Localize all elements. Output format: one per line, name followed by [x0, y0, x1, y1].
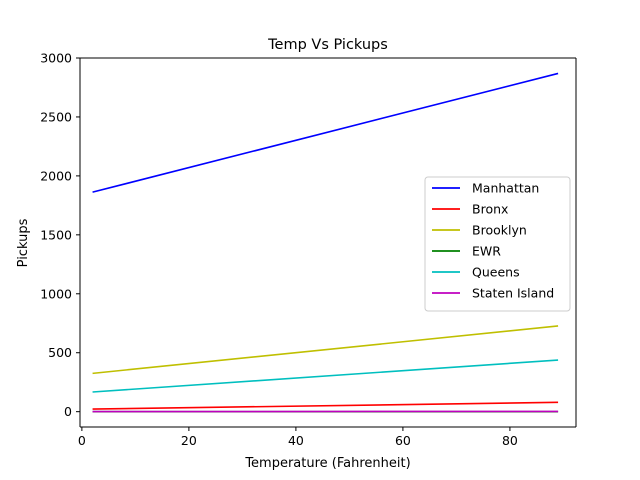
x-tick-label: 20 [181, 433, 197, 448]
x-tick-label: 0 [78, 433, 86, 448]
series-lines [92, 72, 559, 413]
y-tick-label: 0 [64, 404, 72, 419]
series-line-queens [92, 359, 559, 393]
legend: Manhattan Bronx Brooklyn EWR Queens Staten Is… [424, 176, 571, 312]
series-line-bronx [92, 401, 559, 410]
legend-label-bronx: Bronx [472, 202, 508, 217]
legend-label-brooklyn: Brooklyn [472, 223, 527, 238]
ticks: 0 20 40 60 80 0 500 1000 1500 2000 2500 3000 [40, 51, 518, 449]
legend-label-ewr: EWR [472, 244, 501, 259]
series-line-brooklyn [92, 325, 559, 375]
legend-box [424, 176, 571, 312]
x-tick-label: 60 [395, 433, 411, 448]
series-line-manhattan [92, 72, 559, 193]
chart-title: Temp Vs Pickups [267, 37, 388, 53]
x-axis-label: Temperature (Fahrenheit) [244, 456, 410, 471]
y-tick-label: 1000 [40, 286, 72, 301]
y-tick-label: 2000 [40, 168, 72, 183]
x-tick-label: 80 [502, 433, 518, 448]
axes [79, 57, 577, 428]
y-tick-label: 3000 [40, 51, 72, 66]
y-axis-label: Pickups [16, 218, 31, 267]
x-tick-label: 40 [288, 433, 304, 448]
y-tick-label: 500 [48, 345, 72, 360]
legend-label-manhattan: Manhattan [472, 181, 539, 196]
legend-label-queens: Queens [472, 265, 520, 280]
legend-label-staten-island: Staten Island [472, 286, 554, 301]
y-tick-label: 1500 [40, 227, 72, 242]
y-tick-label: 2500 [40, 109, 72, 124]
